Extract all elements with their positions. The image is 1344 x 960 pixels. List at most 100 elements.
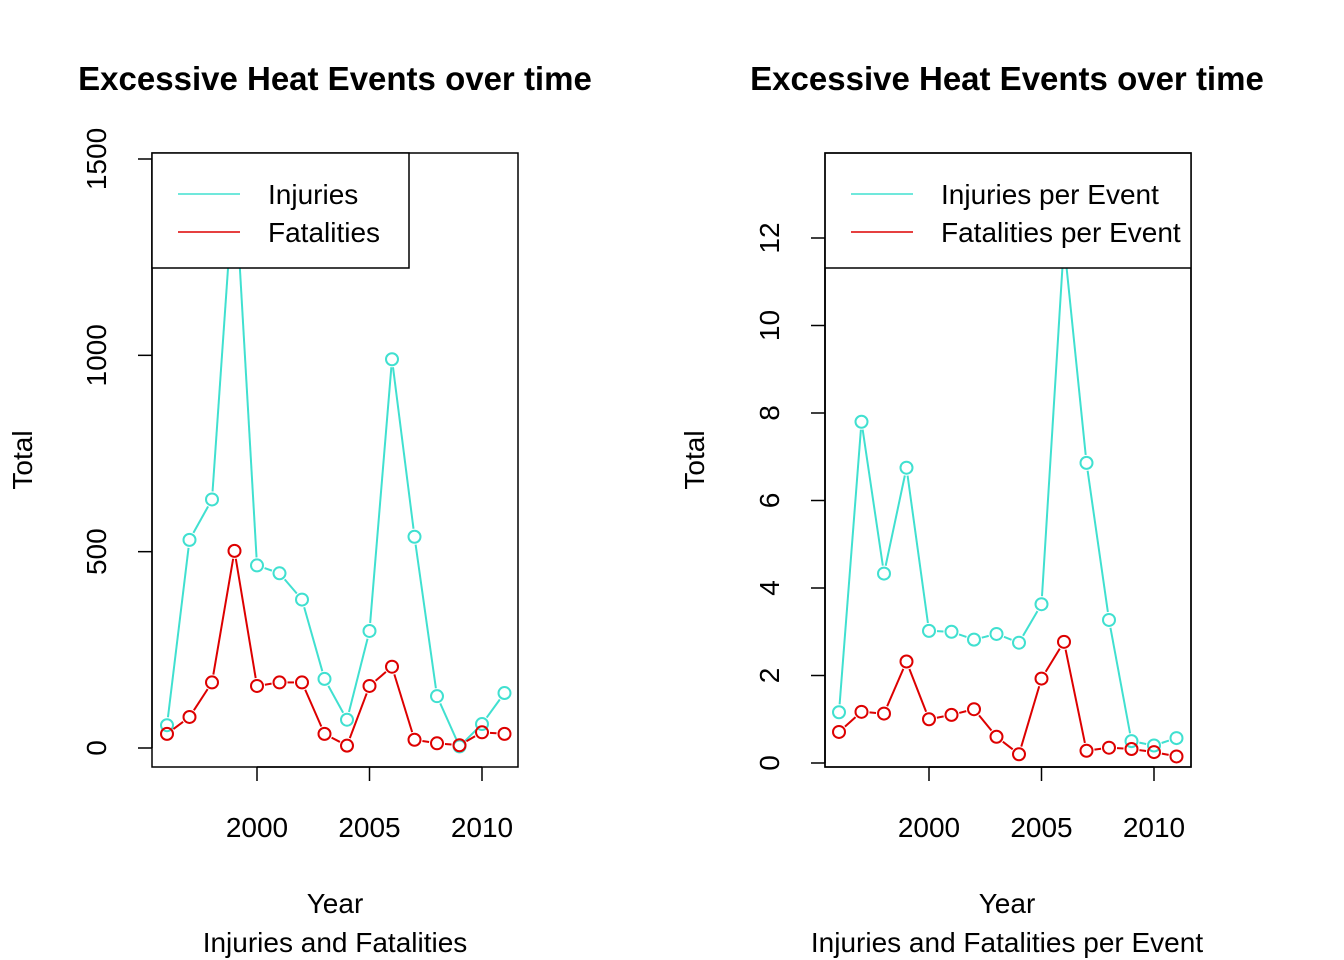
right-series-1-segment-7	[1002, 740, 1014, 751]
left-y-tick-label-500: 500	[81, 528, 112, 575]
left-series-1-point-2003	[317, 726, 332, 741]
left-series-1-segment-10	[393, 674, 414, 733]
right-series-0-point-2008	[1102, 612, 1116, 627]
right-series-1-point-2000	[922, 712, 936, 727]
right-y-tick-label-4: 4	[754, 580, 785, 596]
left-series-1-segment-9	[374, 671, 387, 682]
right-chart: Excessive Heat Events over time 2000 2005…	[679, 60, 1264, 958]
left-series-0-segment-10	[392, 367, 415, 529]
left-series-1-segment-13	[465, 735, 476, 743]
left-series-0-point-2005	[362, 623, 377, 638]
right-series-0-point-2011	[1169, 731, 1184, 746]
right-series-0-point-1996	[832, 705, 846, 720]
right-series-0-segment-1	[861, 429, 884, 566]
right-series-1-point-2008	[1102, 740, 1116, 755]
right-y-tick-label-10: 10	[754, 310, 785, 341]
right-series-0-point-2005	[1034, 597, 1049, 612]
left-series-0-segment-6	[303, 606, 324, 672]
left-series-1-point-2006	[385, 659, 399, 674]
left-series-1-segment-8	[348, 693, 368, 739]
right-series-0-point-2000	[922, 623, 936, 638]
left-series-0-point-2003	[317, 671, 332, 686]
right-series-1-segment-2	[886, 668, 905, 707]
right-series-1-segment-14	[1161, 752, 1169, 756]
right-series-1-point-2002	[967, 702, 981, 717]
left-series-1-point-2002	[295, 675, 309, 690]
left-series-1-point-1998	[205, 675, 219, 690]
right-series-0-segment-5	[958, 633, 967, 638]
right-y-tick-label-2: 2	[754, 668, 785, 684]
left-series-0-segment-4	[264, 567, 273, 572]
left-y-tick-label-1000: 1000	[81, 324, 112, 386]
left-series-1-point-2001	[272, 675, 287, 690]
right-x-tick-label-2000: 2000	[898, 812, 960, 843]
left-series-1-point-2009	[452, 738, 467, 753]
left-series-0-point-2010	[475, 717, 489, 732]
right-series-0-point-1998	[877, 566, 891, 581]
right-series-0-segment-13	[1139, 741, 1147, 745]
right-series-0-segment-12	[1109, 627, 1132, 734]
right-series-0-segment-8	[1022, 610, 1039, 637]
right-series-1-segment-6	[978, 714, 993, 732]
right-y-tick-label-8: 8	[754, 405, 785, 421]
left-series-1-segment-7	[331, 736, 341, 743]
right-series-1-segment-10	[1064, 649, 1086, 744]
left-y-tick-label-1500: 1500	[81, 128, 112, 190]
left-y-tick-label-0: 0	[81, 740, 112, 756]
right-series-1-point-2001	[944, 707, 959, 722]
right-x-axis-label: Year	[979, 888, 1036, 919]
left-series-1-point-2008	[430, 736, 444, 751]
right-series-0-point-1999	[899, 460, 914, 475]
left-legend-label-injuries: Injuries	[268, 179, 358, 210]
left-series-0-segment-0	[166, 547, 190, 718]
left-series-0-point-2011	[497, 686, 512, 701]
left-series-0-point-1996	[160, 718, 174, 733]
right-series-1-point-2006	[1057, 634, 1071, 649]
right-y-axis: 0 2 4 6 8 10 12	[754, 222, 826, 771]
right-chart-title: Excessive Heat Events over time	[750, 60, 1264, 97]
left-series-0-point-2007	[407, 529, 422, 544]
left-series-0-point-2008	[430, 689, 444, 704]
left-series-0-point-1998	[205, 492, 219, 507]
left-series-1-point-2010	[475, 725, 489, 740]
left-series-0-point-2000	[250, 558, 264, 573]
right-series-0-point-2007	[1079, 455, 1094, 470]
right-series-1-segment-11	[1094, 747, 1102, 751]
right-series-1-point-1997	[854, 704, 869, 719]
left-series-1-segment-6	[304, 689, 323, 727]
left-series-0-point-2006	[385, 352, 399, 367]
right-legend-label-injuries: Injuries per Event	[941, 179, 1159, 210]
left-subtitle: Injuries and Fatalities	[203, 927, 468, 958]
left-series-0-point-2002	[295, 592, 309, 607]
left-series-0-point-2004	[340, 712, 354, 727]
right-series-1-point-2003	[989, 729, 1004, 744]
left-series-1-segment-4	[264, 682, 272, 686]
right-series-0-segment-7	[1003, 635, 1012, 641]
right-series-1-segment-3	[908, 668, 928, 713]
right-subtitle: Injuries and Fatalities per Event	[811, 927, 1203, 958]
right-series-1-point-2007	[1079, 743, 1094, 758]
right-legend-label-fatalities: Fatalities per Event	[941, 217, 1181, 248]
right-x-tick-label-2010: 2010	[1123, 812, 1185, 843]
right-series-0-point-2010	[1147, 738, 1161, 753]
right-series-0-segment-10	[1063, 250, 1087, 456]
right-series-1-point-1996	[832, 724, 846, 739]
left-x-tick-label-2010: 2010	[451, 812, 513, 843]
left-legend-box	[151, 152, 410, 269]
right-plot-area	[832, 235, 1184, 764]
right-series-1-point-1998	[877, 706, 891, 721]
right-y-tick-label-6: 6	[754, 493, 785, 509]
right-y-axis-label: Total	[679, 430, 710, 489]
right-series-1-point-2005	[1034, 671, 1049, 686]
right-y-tick-label-12: 12	[754, 222, 785, 253]
right-plot-frame-overlay	[824, 152, 1192, 768]
left-series-1-point-2011	[497, 726, 512, 741]
right-series-0-point-1997	[854, 414, 869, 429]
left-series-0-segment-8	[347, 638, 369, 713]
right-series-1-segment-4	[936, 715, 944, 719]
right-series-1-segment-1	[869, 711, 877, 714]
right-series-1-segment-0	[844, 716, 857, 728]
right-series-0-segment-0	[838, 429, 862, 705]
left-y-axis: 0 500 1000 1500	[81, 128, 153, 756]
